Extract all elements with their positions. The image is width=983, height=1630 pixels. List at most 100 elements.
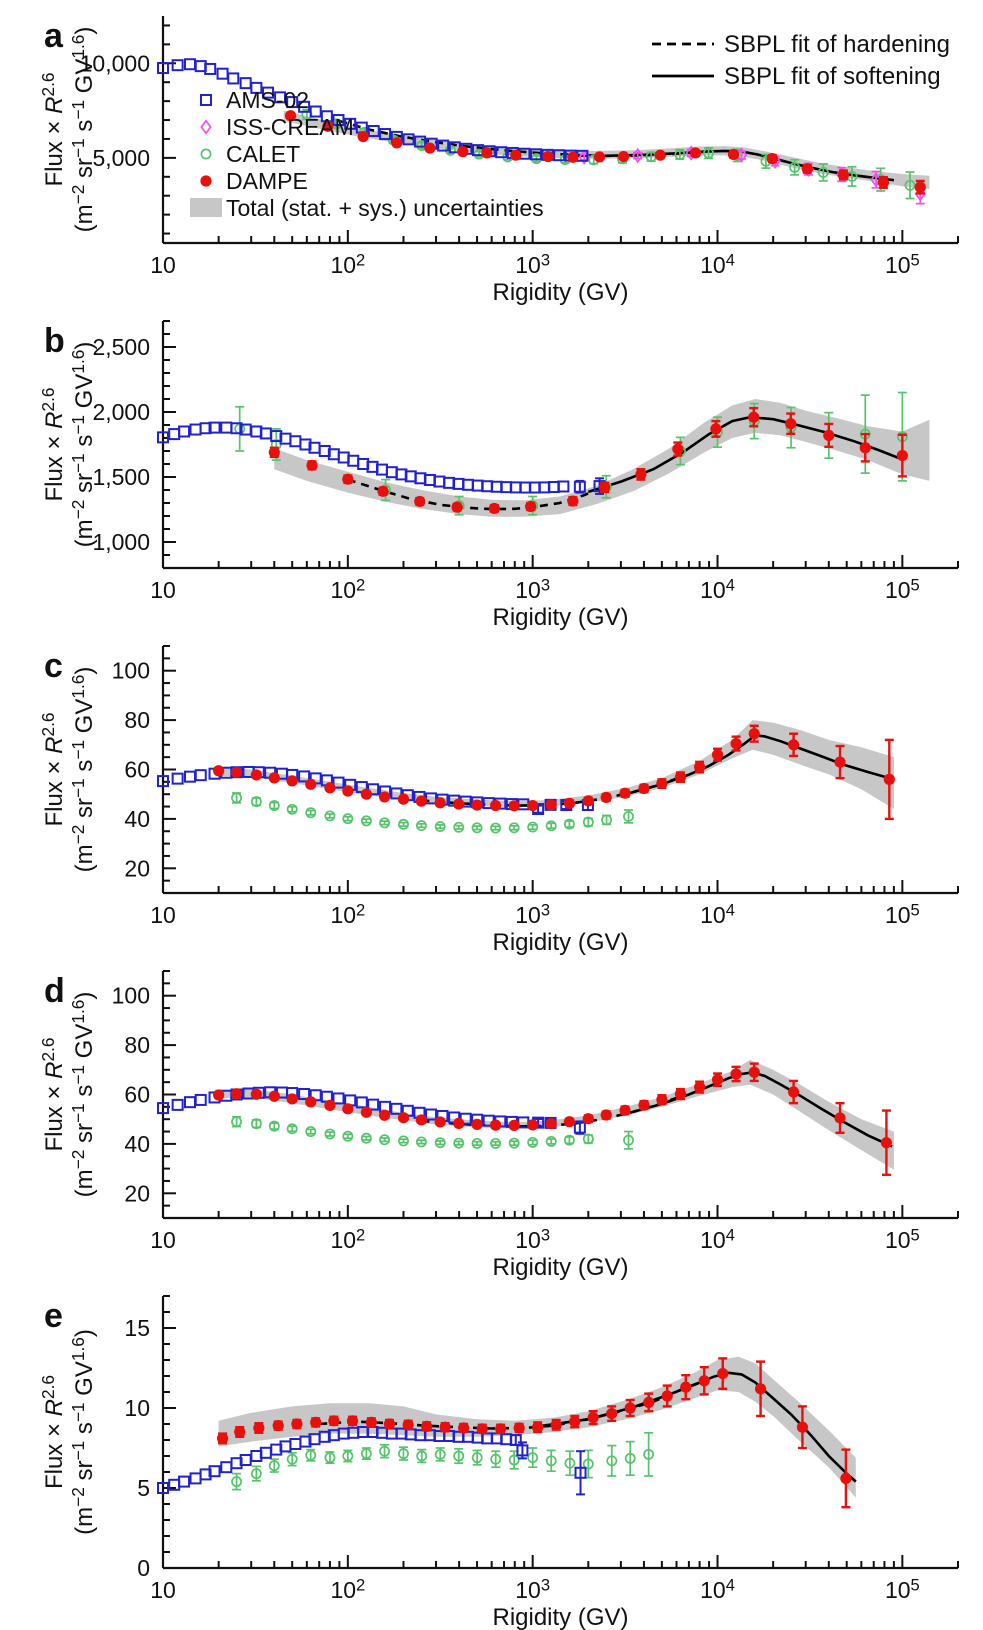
panel-a: 10 102 103 104 105 5,000 10,000 Rigidity (GV) Fl… (38, 16, 959, 305)
panel-e-ticks (162, 1295, 959, 1569)
svg-text:2,000: 2,000 (92, 399, 150, 425)
svg-text:102: 102 (330, 1225, 365, 1253)
svg-text:10: 10 (124, 1395, 150, 1421)
panel-c-tick-labels: 10 102 103 104 105 20 40 60 80 100 (112, 658, 920, 928)
svg-text:0: 0 (137, 1555, 150, 1581)
legend-label-band: Total (stat. + sys.) uncertainties (226, 195, 544, 221)
fits-legend: SBPL fit of hardening SBPL fit of softeni… (652, 31, 950, 90)
panel-c-y-axis-label-line1: Flux × R2.6 (38, 712, 68, 826)
panel-d-letter: d (44, 972, 65, 1010)
panel-c: 10 102 103 104 105 20 40 60 80 100 Rigidity (GV) Fl… (38, 645, 959, 955)
panel-d-series-dampe (213, 1062, 893, 1176)
panel-b-y-axis-label-line2: (m−2 sr−1 s−1 GV1.6) (68, 342, 98, 548)
panel-b-tick-labels: 10 102 103 104 105 1,000 1,500 2,000 2,500 (92, 334, 919, 603)
svg-text:80: 80 (124, 1032, 150, 1058)
svg-text:2,500: 2,500 (92, 334, 150, 360)
svg-text:104: 104 (700, 575, 735, 603)
svg-text:60: 60 (124, 757, 150, 783)
svg-text:105: 105 (885, 250, 920, 278)
svg-text:105: 105 (885, 575, 920, 603)
panel-b-series-ams (157, 421, 606, 495)
panel-c-x-axis-label: Rigidity (GV) (492, 929, 628, 955)
panel-e-axes (161, 1296, 958, 1570)
panel-a-y-axis-label-line1: Flux × R2.6 (38, 72, 68, 186)
panel-b: 10 102 103 104 105 1,000 1,500 2,000 2,500 Rigidi… (38, 320, 959, 630)
svg-text:10: 10 (150, 252, 176, 278)
svg-text:40: 40 (124, 1131, 150, 1157)
panel-d-ticks (162, 970, 959, 1219)
svg-text:104: 104 (700, 250, 735, 278)
panel-a-tick-labels: 10 102 103 104 105 5,000 10,000 (80, 50, 920, 278)
svg-text:5,000: 5,000 (92, 145, 150, 171)
panel-d-tick-labels: 10 102 103 104 105 20 40 60 80 100 (112, 983, 920, 1253)
panel-a-y-axis-label-line2: (m−2 sr−1 s−1 GV1.6) (68, 27, 98, 233)
svg-text:103: 103 (515, 900, 550, 928)
svg-text:100: 100 (112, 983, 150, 1009)
svg-text:10: 10 (150, 902, 176, 928)
panel-e-letter: e (44, 1297, 63, 1335)
panel-e-x-axis-label: Rigidity (GV) (492, 1604, 628, 1630)
panel-b-letter: b (44, 322, 65, 360)
panel-d-x-axis-label: Rigidity (GV) (492, 1254, 628, 1280)
svg-text:104: 104 (700, 900, 735, 928)
panel-d-series-calet (231, 1115, 634, 1150)
svg-text:104: 104 (700, 1575, 735, 1603)
panel-b-axes (161, 321, 958, 570)
panel-e: 10 102 103 104 105 0 5 10 15 Rigidity (GV) Flux × … (38, 1295, 959, 1630)
svg-text:103: 103 (515, 1225, 550, 1253)
panel-a-x-axis-label: Rigidity (GV) (492, 279, 628, 305)
panel-d-y-axis-label-line2: (m−2 sr−1 s−1 GV1.6) (68, 992, 98, 1198)
legend-label-iss: ISS-CREAM (226, 114, 354, 140)
svg-text:102: 102 (330, 575, 365, 603)
legend-label-hardening: SBPL fit of hardening (724, 31, 950, 58)
svg-text:10: 10 (150, 577, 176, 603)
panel-c-y-axis-label-line2: (m−2 sr−1 s−1 GV1.6) (68, 667, 98, 873)
panel-c-series-calet (231, 792, 634, 834)
svg-text:10: 10 (150, 1227, 176, 1253)
panel-d-y-axis-label-line1: Flux × R2.6 (38, 1037, 68, 1151)
panel-e-series-ams (157, 1426, 587, 1496)
svg-text:102: 102 (330, 1575, 365, 1603)
panel-b-y-axis-label-line1: Flux × R2.6 (38, 387, 68, 501)
svg-text:105: 105 (885, 1575, 920, 1603)
svg-text:1,000: 1,000 (92, 529, 150, 555)
svg-text:60: 60 (124, 1082, 150, 1108)
panel-a-uncertainty-band (283, 110, 930, 190)
panel-b-ticks (162, 320, 959, 569)
svg-text:10: 10 (150, 1577, 176, 1603)
svg-text:103: 103 (515, 575, 550, 603)
panel-e-series-calet (231, 1431, 655, 1491)
panel-b-uncertainty-band (274, 399, 930, 517)
svg-text:1,500: 1,500 (92, 464, 150, 490)
panel-a-letter: a (44, 17, 64, 55)
panel-b-x-axis-label: Rigidity (GV) (492, 604, 628, 630)
panel-e-y-axis-label-line2: (m−2 sr−1 s−1 GV1.6) (68, 1329, 98, 1535)
svg-text:15: 15 (124, 1315, 150, 1341)
svg-text:103: 103 (515, 250, 550, 278)
panel-c-series-dampe (213, 724, 895, 821)
svg-text:103: 103 (515, 1575, 550, 1603)
legend-band-swatch (190, 198, 222, 217)
panel-e-tick-labels: 10 102 103 104 105 0 5 10 15 (124, 1315, 919, 1603)
svg-text:105: 105 (885, 900, 920, 928)
svg-text:10,000: 10,000 (80, 50, 150, 76)
panel-a-series-ams (157, 58, 589, 162)
panel-d: 10 102 103 104 105 20 40 60 80 100 Rigidity (GV) Fl… (38, 970, 959, 1280)
panel-c-letter: c (44, 647, 63, 685)
legend-label-calet: CALET (226, 141, 300, 167)
panel-a-series-dampe (284, 110, 926, 195)
legend-label-ams: AMS-02 (226, 87, 309, 113)
svg-text:102: 102 (330, 900, 365, 928)
panel-a-axes (161, 16, 958, 245)
svg-text:20: 20 (124, 1180, 150, 1206)
svg-text:20: 20 (124, 855, 150, 881)
svg-text:102: 102 (330, 250, 365, 278)
legend-label-dampe: DAMPE (226, 168, 308, 194)
panel-e-y-axis-label-line1: Flux × R2.6 (38, 1375, 68, 1489)
panel-b-series-dampe (268, 406, 908, 515)
panel-d-uncertainty-band (218, 1059, 894, 1170)
svg-text:40: 40 (124, 806, 150, 832)
svg-text:104: 104 (700, 1225, 735, 1253)
